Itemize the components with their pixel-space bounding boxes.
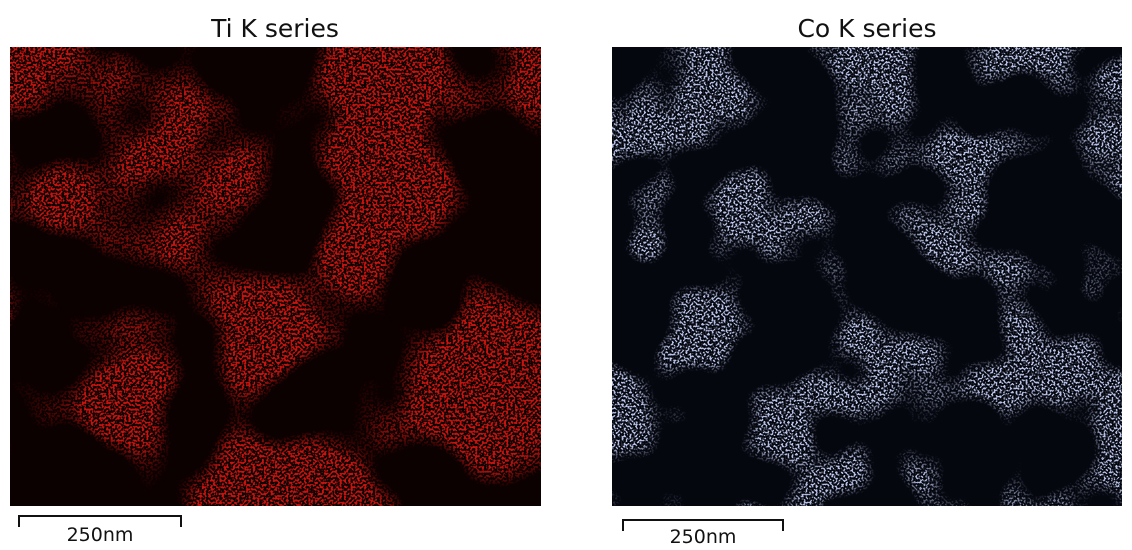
figure: Ti K series 250nm Co K series 250nm bbox=[0, 0, 1132, 546]
page: {"panels": [ {"title": "Ti K series", "s… bbox=[0, 0, 1132, 546]
panel-title: Co K series bbox=[797, 14, 936, 43]
eds-map-co bbox=[612, 47, 1122, 506]
panel-title: Ti K series bbox=[210, 14, 339, 43]
scale-bar-label: 250nm bbox=[670, 526, 737, 546]
eds-map-ti bbox=[10, 47, 541, 506]
scale-bar-label: 250nm bbox=[67, 524, 134, 546]
